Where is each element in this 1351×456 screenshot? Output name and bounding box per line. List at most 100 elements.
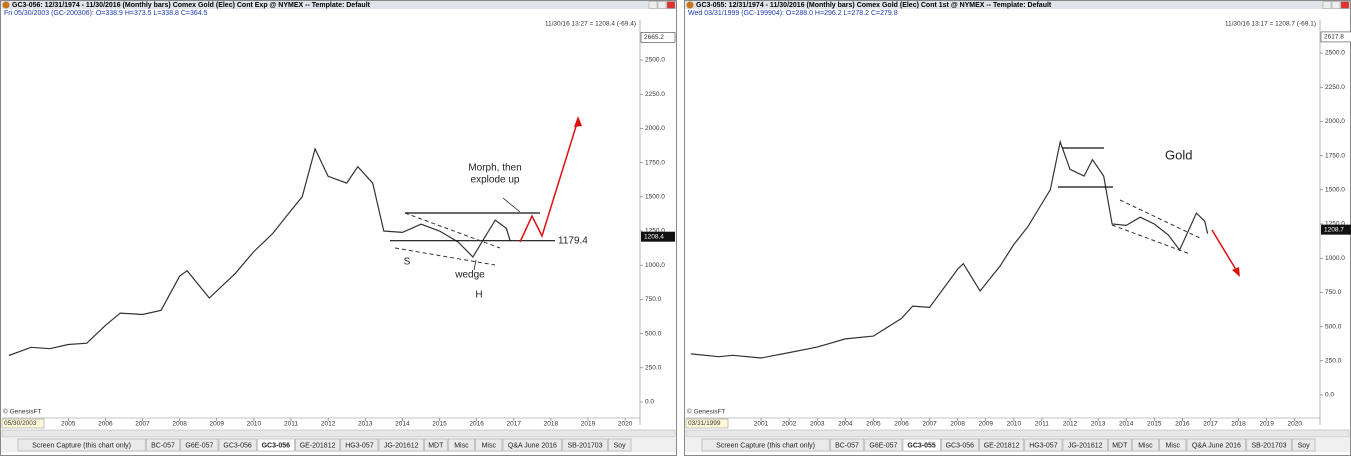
window-button[interactable]	[1322, 1, 1332, 9]
tab-label[interactable]: GC3-056	[262, 442, 291, 449]
tab-label[interactable]: GE-201812	[984, 442, 1020, 449]
tab-label[interactable]: Q&A June 2016	[508, 442, 557, 449]
y-tick-label: 2000.0	[645, 125, 665, 132]
tab[interactable]	[218, 438, 257, 452]
annotation: H	[475, 290, 482, 301]
x-tick-label: 2005	[866, 421, 881, 428]
tab-label[interactable]: GC3-055	[907, 442, 936, 449]
y-tick-label: 1500.0	[1325, 187, 1345, 194]
y-tick-label: 0.0	[1325, 392, 1334, 399]
tab[interactable]	[1062, 438, 1108, 452]
window-button[interactable]	[1331, 1, 1341, 9]
annotation: Gold	[1165, 147, 1192, 162]
tab[interactable]	[829, 438, 865, 452]
tab[interactable]	[447, 438, 475, 452]
x-tick-label: 2012	[1063, 421, 1078, 428]
wedge-line	[404, 212, 501, 249]
tab[interactable]	[1246, 438, 1292, 452]
tab[interactable]	[1024, 438, 1063, 452]
tab-label[interactable]: SB-201703	[1251, 442, 1286, 449]
date-label: 05/30/2003	[4, 420, 37, 427]
tab[interactable]	[1131, 438, 1159, 452]
window-button[interactable]	[666, 1, 676, 9]
tab[interactable]	[502, 438, 563, 452]
tab-label[interactable]: Q&A June 2016	[1192, 442, 1241, 449]
tab[interactable]	[1159, 438, 1187, 452]
y-tick-label: 1000.0	[645, 262, 665, 269]
x-tick-label: 2020	[1287, 421, 1302, 428]
top-price: 2617.8	[1324, 34, 1344, 41]
top-price-box	[1320, 31, 1351, 43]
tab-label[interactable]: JG-201612	[384, 442, 419, 449]
y-tick-label: 1500.0	[645, 194, 665, 201]
y-tick-label: 750.0	[1325, 289, 1342, 296]
title-bar	[1, 1, 676, 9]
tab[interactable]	[1108, 438, 1132, 452]
window-button[interactable]	[657, 1, 667, 9]
tab[interactable]	[864, 438, 903, 452]
tab-label[interactable]: Misc	[1138, 442, 1153, 449]
x-tick-label: 2009	[210, 421, 225, 428]
x-tick-label: 2003	[810, 421, 825, 428]
tab-label[interactable]: Screen Capture (this chart only)	[716, 442, 815, 449]
tab[interactable]	[607, 438, 632, 452]
tab-label[interactable]: BC-057	[151, 442, 175, 449]
tab-label[interactable]: HG3-057	[345, 442, 374, 449]
chart-info: Wed 03/31/1999 (GC-199904): O=288.0 H=29…	[688, 10, 898, 17]
tab-label[interactable]: GC3-056	[946, 442, 975, 449]
tab[interactable]	[378, 438, 424, 452]
tab[interactable]	[701, 438, 830, 452]
tab[interactable]	[940, 438, 979, 452]
tab[interactable]	[256, 438, 295, 452]
tab-label[interactable]: GE-201812	[300, 442, 336, 449]
tab-label[interactable]: JG-201612	[1068, 442, 1103, 449]
tab-label[interactable]: MDT	[428, 442, 444, 449]
tab-label[interactable]: Misc	[1166, 442, 1181, 449]
scrollbar[interactable]	[685, 429, 1350, 438]
tab-label[interactable]: G6E-057	[869, 442, 897, 449]
tab-label[interactable]: Misc	[454, 442, 469, 449]
x-tick-label: 2020	[618, 421, 633, 428]
y-tick-label: 750.0	[645, 296, 662, 303]
tab[interactable]	[475, 438, 503, 452]
date-box	[1, 418, 45, 429]
tab[interactable]	[17, 438, 146, 452]
window-button[interactable]	[648, 1, 658, 9]
y-tick-label: 1250.0	[645, 228, 665, 235]
tab-label[interactable]: Misc	[482, 442, 497, 449]
tab-label[interactable]: Screen Capture (this chart only)	[32, 442, 131, 449]
x-tick-label: 2007	[922, 421, 937, 428]
tab-label[interactable]: BC-057	[835, 442, 859, 449]
y-tick-label: 1750.0	[645, 159, 665, 166]
tab-label[interactable]: Soy	[1298, 442, 1311, 449]
tab[interactable]	[562, 438, 608, 452]
tab-label[interactable]: GC3-056	[223, 442, 252, 449]
tab[interactable]	[1291, 438, 1316, 452]
tab-label[interactable]: HG3-057	[1029, 442, 1058, 449]
tab[interactable]	[340, 438, 379, 452]
tab[interactable]	[424, 438, 448, 452]
x-tick-label: 2013	[1091, 421, 1106, 428]
chart-info: Fri 05/30/2003 (GC-200306): O=338.9 H=37…	[4, 10, 208, 17]
scrollbar[interactable]	[1, 429, 676, 438]
tab[interactable]	[180, 438, 219, 452]
tab[interactable]	[295, 438, 341, 452]
tab-label[interactable]: G6E-057	[185, 442, 213, 449]
gap	[678, 0, 684, 456]
x-tick-label: 2017	[507, 421, 522, 428]
x-tick-label: 2019	[581, 421, 596, 428]
tab[interactable]	[1186, 438, 1247, 452]
panel-frame	[684, 0, 1351, 456]
tab[interactable]	[902, 438, 941, 452]
tab[interactable]	[145, 438, 181, 452]
tab-label[interactable]: MDT	[1112, 442, 1128, 449]
tab-label[interactable]: SB-201703	[567, 442, 602, 449]
x-tick-label: 2014	[1119, 421, 1134, 428]
last-price-box	[1321, 224, 1351, 235]
window-button[interactable]	[1340, 1, 1350, 9]
tab-label[interactable]: Soy	[614, 442, 627, 449]
credit: © GenesisFT	[687, 408, 725, 416]
tab[interactable]	[979, 438, 1025, 452]
y-tick-label: 2500.0	[645, 57, 665, 64]
